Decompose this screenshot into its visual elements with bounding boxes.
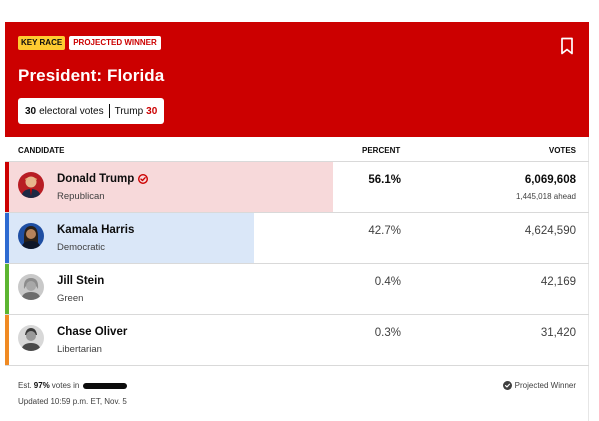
candidate-name-group: Kamala Harris: [57, 224, 134, 236]
candidate-name: Donald Trump: [57, 173, 135, 185]
column-header-candidate: CANDIDATE: [18, 146, 65, 155]
party-color-stripe: [5, 315, 9, 365]
redacted-bar: [83, 382, 128, 389]
candidate-row-harris: Kamala Harris Democratic 42.7% 4,624,590: [5, 213, 589, 264]
estimated-votes-in: Est. 97% votes in: [18, 381, 128, 390]
party-color-stripe: [5, 213, 9, 263]
vote-count: 31,420: [540, 327, 576, 339]
party-label: Democratic: [57, 242, 106, 253]
race-footer: Est. 97% votes in Updated 10:59 p.m. ET,…: [5, 372, 589, 420]
candidate-name: Jill Stein: [57, 275, 105, 287]
avatar: [18, 172, 44, 198]
vote-count: 4,624,590: [524, 225, 576, 237]
projected-winner-legend: Projected Winner: [502, 381, 576, 390]
est-percent: 97%: [33, 381, 50, 390]
party-label: Libertarian: [57, 344, 102, 355]
est-suffix: votes in: [51, 381, 80, 390]
candidate-row-trump: Donald Trump Republican 56.1% 6,069,608 …: [5, 162, 589, 213]
projected-winner-badge: PROJECTED WINNER: [69, 36, 161, 50]
race-card: KEY RACE PROJECTED WINNER President: Flo…: [5, 22, 589, 421]
party-color-stripe: [5, 162, 9, 212]
candidate-name-group: Donald Trump: [57, 173, 149, 185]
avatar: [18, 325, 44, 351]
avatar: [18, 274, 44, 300]
vote-percent: 0.3%: [374, 327, 401, 339]
vote-share-bar: [5, 213, 254, 263]
badge-group: KEY RACE PROJECTED WINNER: [18, 36, 161, 50]
est-prefix: Est.: [18, 381, 32, 390]
winner-check-icon: [138, 174, 149, 184]
vote-count: 42,169: [540, 276, 576, 288]
candidate-name-group: Chase Oliver: [57, 326, 127, 338]
key-race-badge: KEY RACE: [18, 36, 66, 50]
party-label: Republican: [57, 191, 105, 202]
candidate-name-group: Jill Stein: [57, 275, 104, 287]
candidate-row-oliver: Chase Oliver Libertarian 0.3% 31,420: [5, 315, 589, 366]
candidate-name: Chase Oliver: [57, 326, 128, 338]
leader-electoral-votes: 30: [146, 105, 158, 117]
updated-timestamp: Updated 10:59 p.m. ET, Nov. 5: [18, 397, 127, 406]
candidate-name: Kamala Harris: [57, 224, 135, 236]
leader-name: Trump: [114, 105, 144, 117]
avatar: [18, 223, 44, 249]
projected-winner-label: Projected Winner: [514, 381, 576, 390]
bookmark-icon[interactable]: [559, 37, 575, 55]
vote-share-bar: [5, 162, 333, 212]
vote-percent: 56.1%: [368, 174, 401, 186]
column-header-votes: VOTES: [548, 146, 576, 155]
race-title: President: Florida: [18, 66, 165, 85]
race-header: KEY RACE PROJECTED WINNER President: Flo…: [5, 22, 589, 137]
electoral-votes-label: electoral votes: [39, 105, 104, 117]
candidate-row-stein: Jill Stein Green 0.4% 42,169: [5, 264, 589, 315]
vote-count: 6,069,608: [524, 174, 576, 186]
table-header: CANDIDATE PERCENT VOTES: [5, 137, 589, 162]
column-header-percent: PERCENT: [362, 146, 401, 155]
party-label: Green: [57, 293, 84, 304]
party-color-stripe: [5, 264, 9, 314]
vote-margin: 1,445,018 ahead: [515, 192, 576, 201]
electoral-votes-box: 30 electoral votes Trump 30: [18, 98, 165, 124]
divider: [108, 104, 110, 118]
vote-percent: 42.7%: [368, 225, 401, 237]
check-circle-icon: [502, 381, 512, 390]
electoral-votes-count: 30: [25, 105, 37, 117]
vote-percent: 0.4%: [374, 276, 401, 288]
